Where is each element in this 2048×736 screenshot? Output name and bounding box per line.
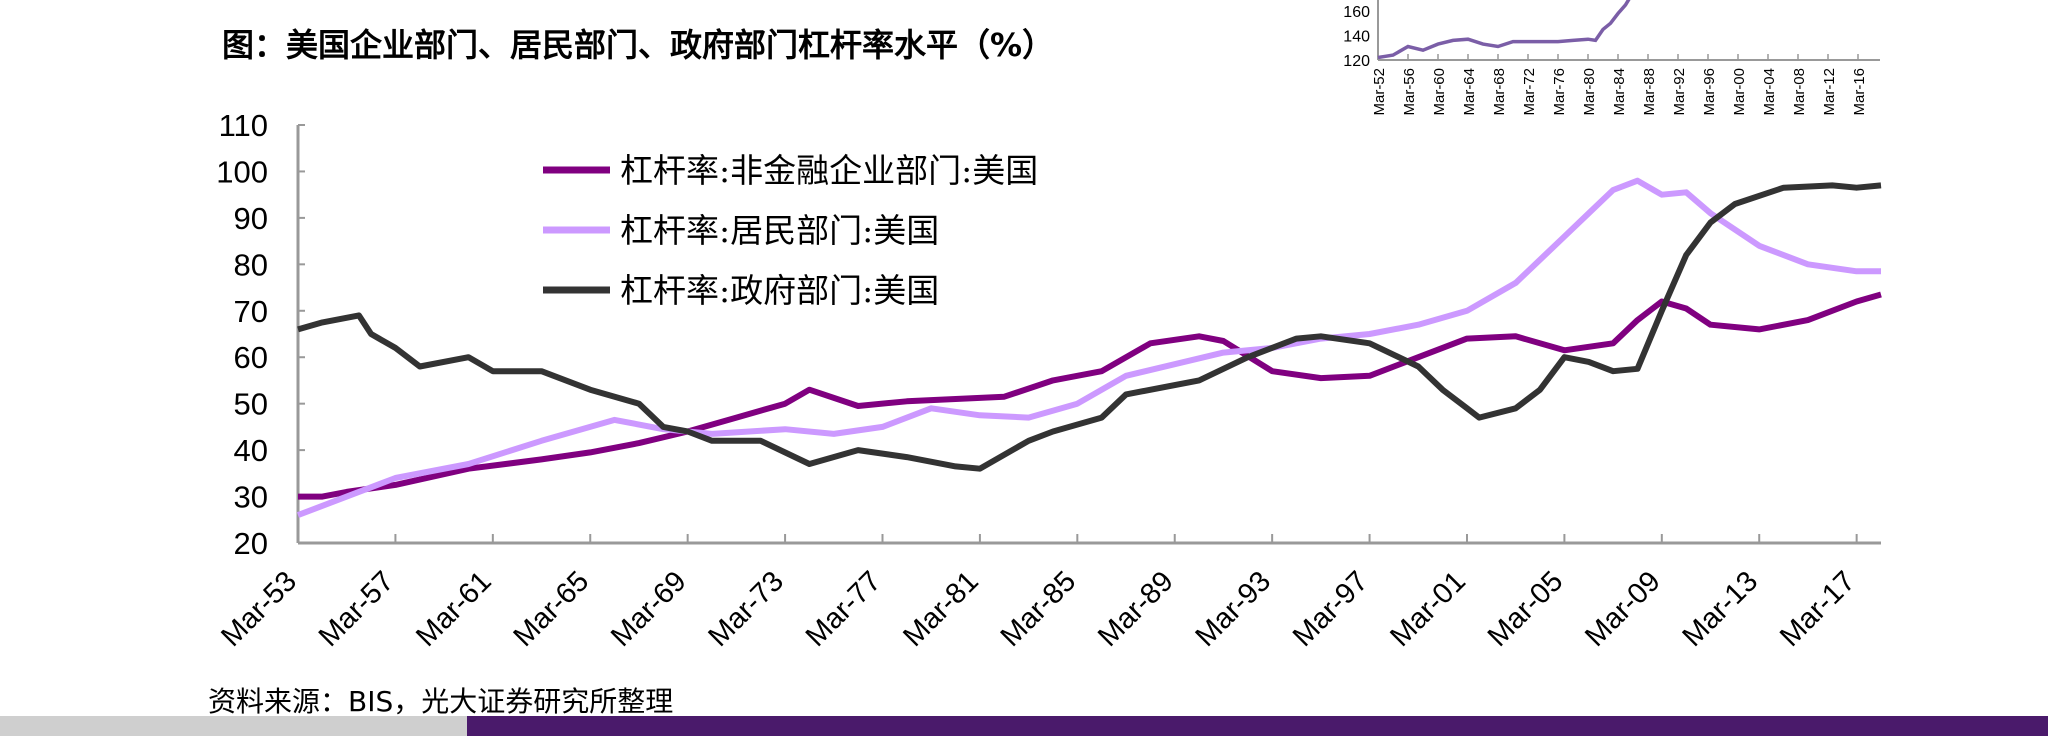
y-tick-label: 80	[234, 247, 268, 282]
y-tick-label: 90	[234, 201, 268, 236]
legend-label-2: 杠杆率:政府部门:美国	[620, 271, 939, 310]
inset-x-tick-label: Mar-04	[1761, 68, 1778, 116]
inset-x-tick-label: Mar-76	[1551, 68, 1568, 116]
inset-x-tick-label: Mar-68	[1491, 68, 1508, 116]
y-tick-label: 30	[234, 480, 268, 515]
x-tick-label: Mar-93	[1190, 565, 1278, 653]
y-tick-label: 40	[234, 433, 268, 468]
series-line-1	[296, 177, 1881, 518]
x-tick-label: Mar-05	[1482, 565, 1570, 653]
inset-x-tick-label: Mar-80	[1581, 68, 1598, 116]
x-tick-label: Mar-85	[995, 565, 1083, 653]
series-line-0	[298, 291, 1882, 500]
inset-series-line	[1377, 0, 1631, 60]
x-tick-label: Mar-09	[1579, 565, 1667, 653]
y-tick-label: 60	[234, 340, 268, 375]
source-note: 资料来源：BIS，光大证券研究所整理	[208, 685, 674, 718]
x-tick-label: Mar-13	[1677, 565, 1765, 653]
inset-y-tick-label: 140	[1343, 29, 1370, 46]
inset-x-tick-label: Mar-92	[1671, 68, 1688, 116]
x-tick-label: Mar-61	[410, 565, 498, 653]
y-tick-label: 100	[216, 154, 268, 189]
x-tick-label: Mar-17	[1774, 565, 1862, 653]
footer-bar-gray	[0, 716, 467, 736]
x-tick-label: Mar-73	[702, 565, 790, 653]
x-tick-label: Mar-01	[1384, 565, 1472, 653]
inset-chart: 120 140 160 Mar-52 Mar-56 Mar-60 Mar-64 Mar-68 M…	[1343, 0, 1880, 116]
y-tick-label: 110	[219, 108, 268, 143]
y-tick-label: 50	[234, 387, 268, 422]
inset-x-tick-label: Mar-00	[1731, 68, 1748, 116]
inset-y-tick-label: 160	[1343, 4, 1370, 21]
inset-x-tick-label: Mar-88	[1641, 68, 1658, 116]
x-tick-label: Mar-97	[1287, 565, 1375, 653]
x-tick-label: Mar-81	[897, 565, 985, 653]
y-tick-label: 20	[234, 526, 268, 561]
inset-x-tick-label: Mar-52	[1371, 68, 1388, 116]
footer-bar-purple	[467, 716, 2048, 736]
inset-x-tick-label: Mar-08	[1791, 68, 1808, 116]
y-tick-label: 70	[234, 294, 268, 329]
inset-y-tick-label: 120	[1343, 53, 1370, 70]
legend-label-0: 杠杆率:非金融企业部门:美国	[620, 151, 1038, 190]
x-tick-label: Mar-69	[605, 565, 693, 653]
chart-title: 图：美国企业部门、居民部门、政府部门杠杆率水平（%）	[222, 26, 1055, 64]
x-tick-label: Mar-65	[508, 565, 596, 653]
inset-x-tick-label: Mar-64	[1461, 68, 1478, 116]
series-line-2	[297, 182, 1882, 472]
inset-x-tick-label: Mar-56	[1401, 68, 1418, 116]
legend-label-1: 杠杆率:居民部门:美国	[620, 211, 939, 250]
x-tick-label: Mar-89	[1092, 565, 1180, 653]
inset-x-tick-label: Mar-96	[1701, 68, 1718, 116]
x-tick-label: Mar-53	[215, 565, 303, 653]
inset-x-tick-label: Mar-16	[1851, 68, 1868, 116]
inset-x-tick-label: Mar-60	[1431, 68, 1448, 116]
inset-x-tick-label: Mar-84	[1611, 68, 1628, 116]
x-tick-label: Mar-77	[800, 565, 888, 653]
x-tick-label: Mar-57	[313, 565, 401, 653]
inset-x-tick-label: Mar-12	[1821, 68, 1838, 116]
inset-x-tick-label: Mar-72	[1521, 68, 1538, 116]
